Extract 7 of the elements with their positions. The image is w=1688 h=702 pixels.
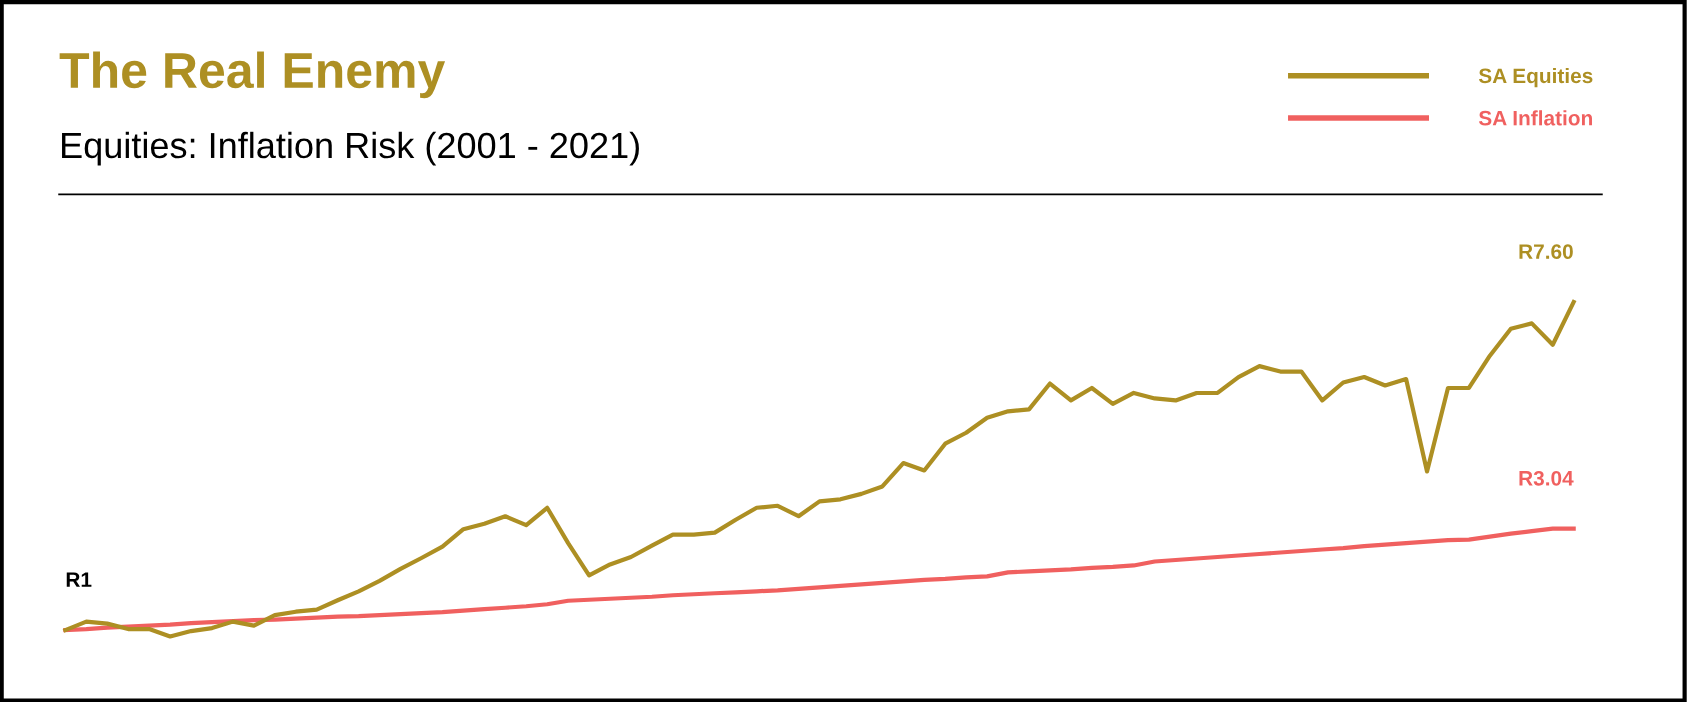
text: SA Equities bbox=[1478, 67, 1593, 88]
chart-subtitle: Equities: Inflation Risk (2001 - 2021) bbox=[62, 131, 639, 166]
data-label: R3.04 bbox=[1519, 470, 1574, 486]
chart-title: The Real Enemy bbox=[59, 51, 446, 99]
text: SA Inflation bbox=[1478, 110, 1592, 126]
data-label: R1 bbox=[66, 572, 92, 587]
data-label: R7.60 bbox=[1519, 244, 1573, 259]
